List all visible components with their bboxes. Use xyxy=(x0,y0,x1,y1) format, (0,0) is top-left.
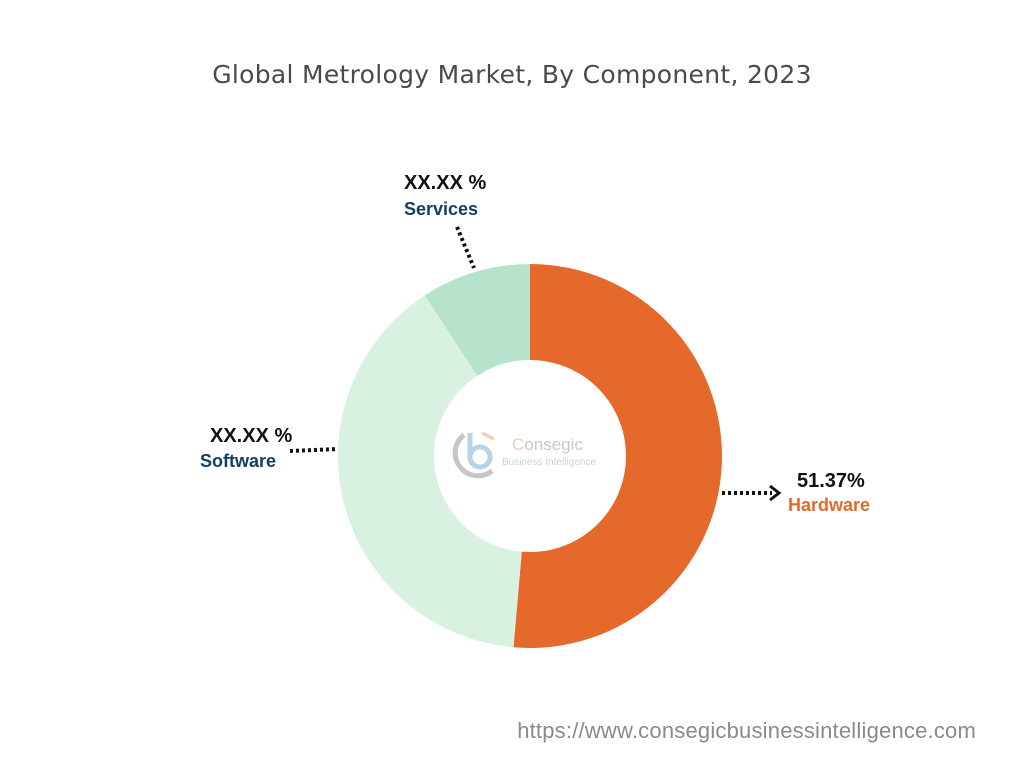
software-name-label: Software xyxy=(200,451,277,471)
hardware-name-label: Hardware xyxy=(788,495,871,515)
slice-hardware xyxy=(513,264,722,648)
logo-brand-first: C xyxy=(512,435,525,454)
arrow-head-icon xyxy=(769,484,782,502)
slice-software xyxy=(338,295,522,648)
watermark-logo: Consegic Business Intelligence xyxy=(452,425,612,485)
hardware-value-label: 51.37% xyxy=(797,470,865,492)
logo-subtitle: Business Intelligence xyxy=(502,457,596,468)
footer-url: https://www.consegicbusinessintelligence… xyxy=(517,718,976,743)
logo-brand: onsegic xyxy=(524,435,583,454)
software-value-label: XX.XX % xyxy=(210,425,293,447)
services-value-label: XX.XX % xyxy=(404,172,487,194)
services-name-label: Services xyxy=(404,199,479,219)
logo-icon xyxy=(452,431,495,479)
software-leader-line xyxy=(289,447,339,453)
slice-services xyxy=(424,264,530,376)
chart-title: Global Metrology Market, By Component, 2… xyxy=(212,60,812,89)
services-leader-line xyxy=(455,226,476,269)
